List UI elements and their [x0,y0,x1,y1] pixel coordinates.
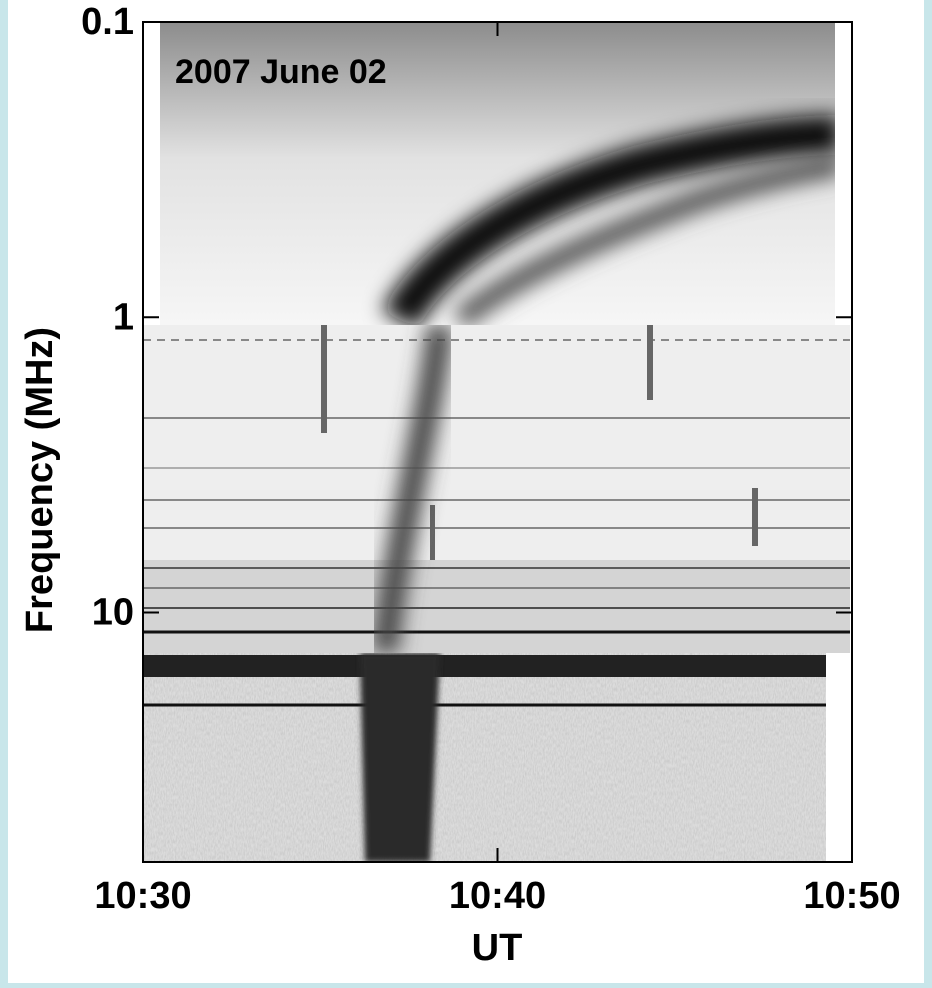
x-tick-label: 10:40 [449,875,546,917]
spectrogram-top [160,22,835,325]
spectrogram-middle [143,325,850,653]
annotation: 2007 June 02 [175,53,387,91]
y-tick-label: 1 [113,296,134,338]
x-tick-label: 10:50 [803,875,900,917]
spectrogram-bottom [143,653,826,862]
x-axis-label: UT [472,927,523,969]
y-tick-label: 10 [92,592,134,634]
x-tick-label: 10:30 [94,875,191,917]
y-tick-label: 0.1 [81,1,134,43]
y-axis-label: Frequency (MHz) [19,327,61,633]
